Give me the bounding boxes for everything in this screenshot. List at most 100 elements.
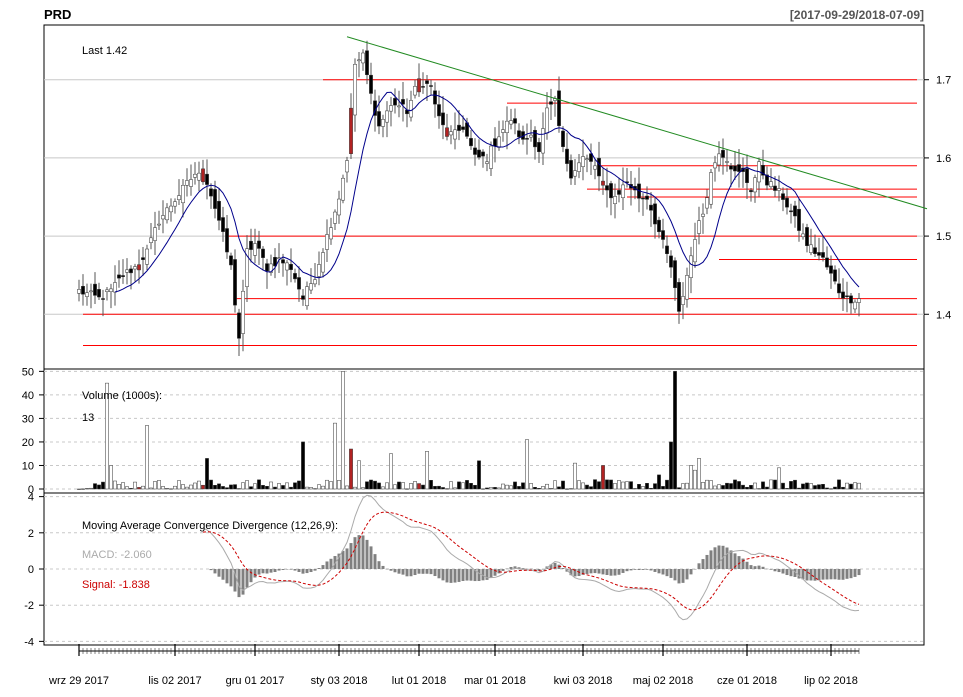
volume-bar — [249, 486, 253, 490]
volume-bar — [309, 487, 313, 490]
volume-bar — [193, 482, 197, 490]
macd-hist-bar — [485, 569, 489, 580]
candle-body — [433, 90, 437, 105]
volume-bar — [337, 480, 341, 490]
macd-hist-bar — [209, 569, 213, 571]
price-y-tick-label: 1.7 — [936, 75, 951, 87]
volume-bar — [357, 460, 361, 490]
candle-body — [229, 255, 233, 266]
macd-hist-bar — [385, 568, 389, 570]
candle-body — [545, 107, 549, 134]
volume-bar — [705, 479, 709, 490]
x-tick-label: maj 02 2018 — [633, 675, 694, 687]
candle-body — [817, 252, 821, 256]
volume-bar — [477, 460, 481, 490]
volume-bar — [285, 482, 289, 490]
macd-hist-bar — [253, 569, 257, 578]
macd-hist-bar — [217, 569, 221, 577]
macd-hist-bar — [805, 569, 809, 581]
volume-y-axis: 50 40 30 20 10 0 — [22, 366, 44, 496]
volume-bar — [377, 482, 381, 490]
candle-body — [645, 195, 649, 200]
volume-bar — [77, 488, 81, 490]
candle-body — [365, 50, 369, 76]
candle-body — [205, 173, 209, 185]
candle-body — [345, 160, 349, 173]
macd-hist-bar — [765, 568, 769, 570]
macd-hist-bar — [309, 569, 313, 573]
candle-body — [737, 164, 741, 172]
volume-bar — [93, 483, 97, 490]
volume-bar — [133, 481, 137, 490]
macd-y-tick-label: -2 — [24, 600, 34, 612]
volume-bar — [569, 488, 573, 490]
candle-body — [425, 80, 429, 84]
macd-hist-bar — [625, 569, 629, 572]
macd-hist-bar — [773, 569, 777, 572]
volume-bar — [229, 484, 233, 490]
candle-body — [733, 165, 737, 172]
date-range: [2017-09-29/2018-07-09] — [790, 8, 924, 22]
macd-hist-bar — [269, 569, 273, 573]
candle-body — [177, 195, 181, 200]
volume-bar — [829, 488, 833, 490]
macd-hist-bar — [597, 569, 601, 574]
volume-bar — [213, 485, 217, 490]
macd-hist-bar — [825, 569, 829, 580]
volume-bar — [625, 481, 629, 490]
volume-bar — [685, 482, 689, 490]
volume-bar — [221, 486, 225, 490]
macd-hist-bar — [481, 569, 485, 581]
macd-hist-bar — [417, 569, 421, 574]
volume-bar — [453, 487, 457, 490]
volume-bar — [681, 483, 685, 490]
candle-body — [301, 295, 305, 300]
macd-hist-bar — [761, 566, 765, 569]
volume-bar — [461, 482, 465, 490]
volume-bar — [577, 480, 581, 490]
volume-bar — [593, 479, 597, 490]
candle-body — [165, 207, 169, 221]
volume-bar — [85, 488, 89, 490]
macd-hist-bar — [849, 569, 853, 579]
candle-body — [813, 247, 817, 254]
volume-bar — [725, 482, 729, 490]
candle-body — [601, 180, 605, 186]
candle-body — [361, 52, 365, 64]
volume-bar — [521, 482, 525, 490]
x-tick-label: cze 01 2018 — [717, 675, 777, 687]
candles — [77, 40, 861, 357]
macd-y-tick-label: 0 — [28, 564, 34, 576]
candle-body — [85, 292, 89, 297]
volume-bar — [549, 488, 553, 490]
candle-body — [717, 153, 721, 166]
volume-bar — [765, 486, 769, 490]
volume-bar — [301, 441, 305, 490]
volume-bar — [389, 453, 393, 490]
volume-y-tick-label: 40 — [22, 390, 34, 402]
volume-bar — [809, 483, 813, 490]
candle-body — [381, 119, 385, 127]
candle-body — [233, 259, 237, 306]
macd-hist-bar — [241, 569, 245, 595]
volume-bar — [525, 439, 529, 490]
volume-bar — [785, 488, 789, 490]
candle-body — [289, 263, 293, 270]
volume-bar — [197, 480, 201, 490]
volume-bar — [413, 481, 417, 490]
volume-bar — [697, 458, 701, 490]
volume-bar — [837, 479, 841, 490]
macd-hist-bar — [725, 547, 729, 569]
volume-y-tick-label: 20 — [22, 437, 34, 449]
candle-body — [221, 217, 225, 232]
candle-body — [653, 203, 657, 225]
volume-bar — [609, 479, 613, 490]
candle-body — [617, 190, 621, 195]
volume-bar — [105, 382, 109, 490]
candle-body — [141, 257, 145, 260]
candle-body — [137, 264, 141, 271]
volume-bar — [693, 469, 697, 490]
volume-bar — [177, 480, 181, 490]
macd-hist-bar — [601, 569, 605, 575]
macd-hist-bar — [389, 569, 393, 571]
